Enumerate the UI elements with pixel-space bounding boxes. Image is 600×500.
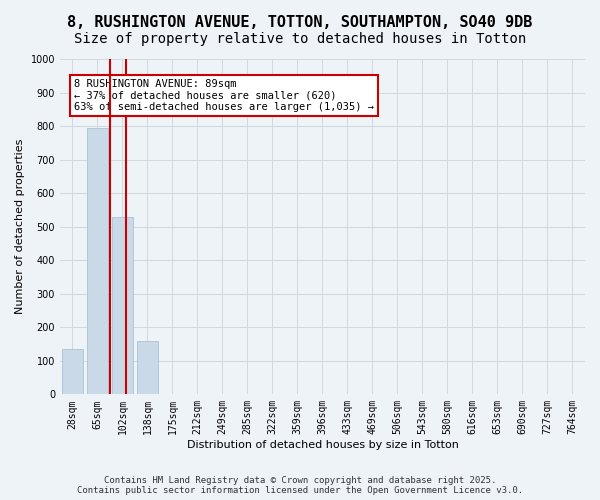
Bar (87, 128, 108, 394)
Bar (62, 349, 83, 395)
Text: Size of property relative to detached houses in Totton: Size of property relative to detached ho… (74, 32, 526, 46)
Y-axis label: Number of detached properties: Number of detached properties (15, 139, 25, 314)
Text: Contains HM Land Registry data © Crown copyright and database right 2025.
Contai: Contains HM Land Registry data © Crown c… (77, 476, 523, 495)
Bar (112, 216, 133, 394)
Text: 8, RUSHINGTON AVENUE, TOTTON, SOUTHAMPTON, SO40 9DB: 8, RUSHINGTON AVENUE, TOTTON, SOUTHAMPTO… (67, 15, 533, 30)
Bar (137, 340, 158, 394)
X-axis label: Distribution of detached houses by size in Totton: Distribution of detached houses by size … (187, 440, 458, 450)
Text: 8 RUSHINGTON AVENUE: 89sqm
← 37% of detached houses are smaller (620)
63% of sem: 8 RUSHINGTON AVENUE: 89sqm ← 37% of deta… (74, 79, 374, 112)
